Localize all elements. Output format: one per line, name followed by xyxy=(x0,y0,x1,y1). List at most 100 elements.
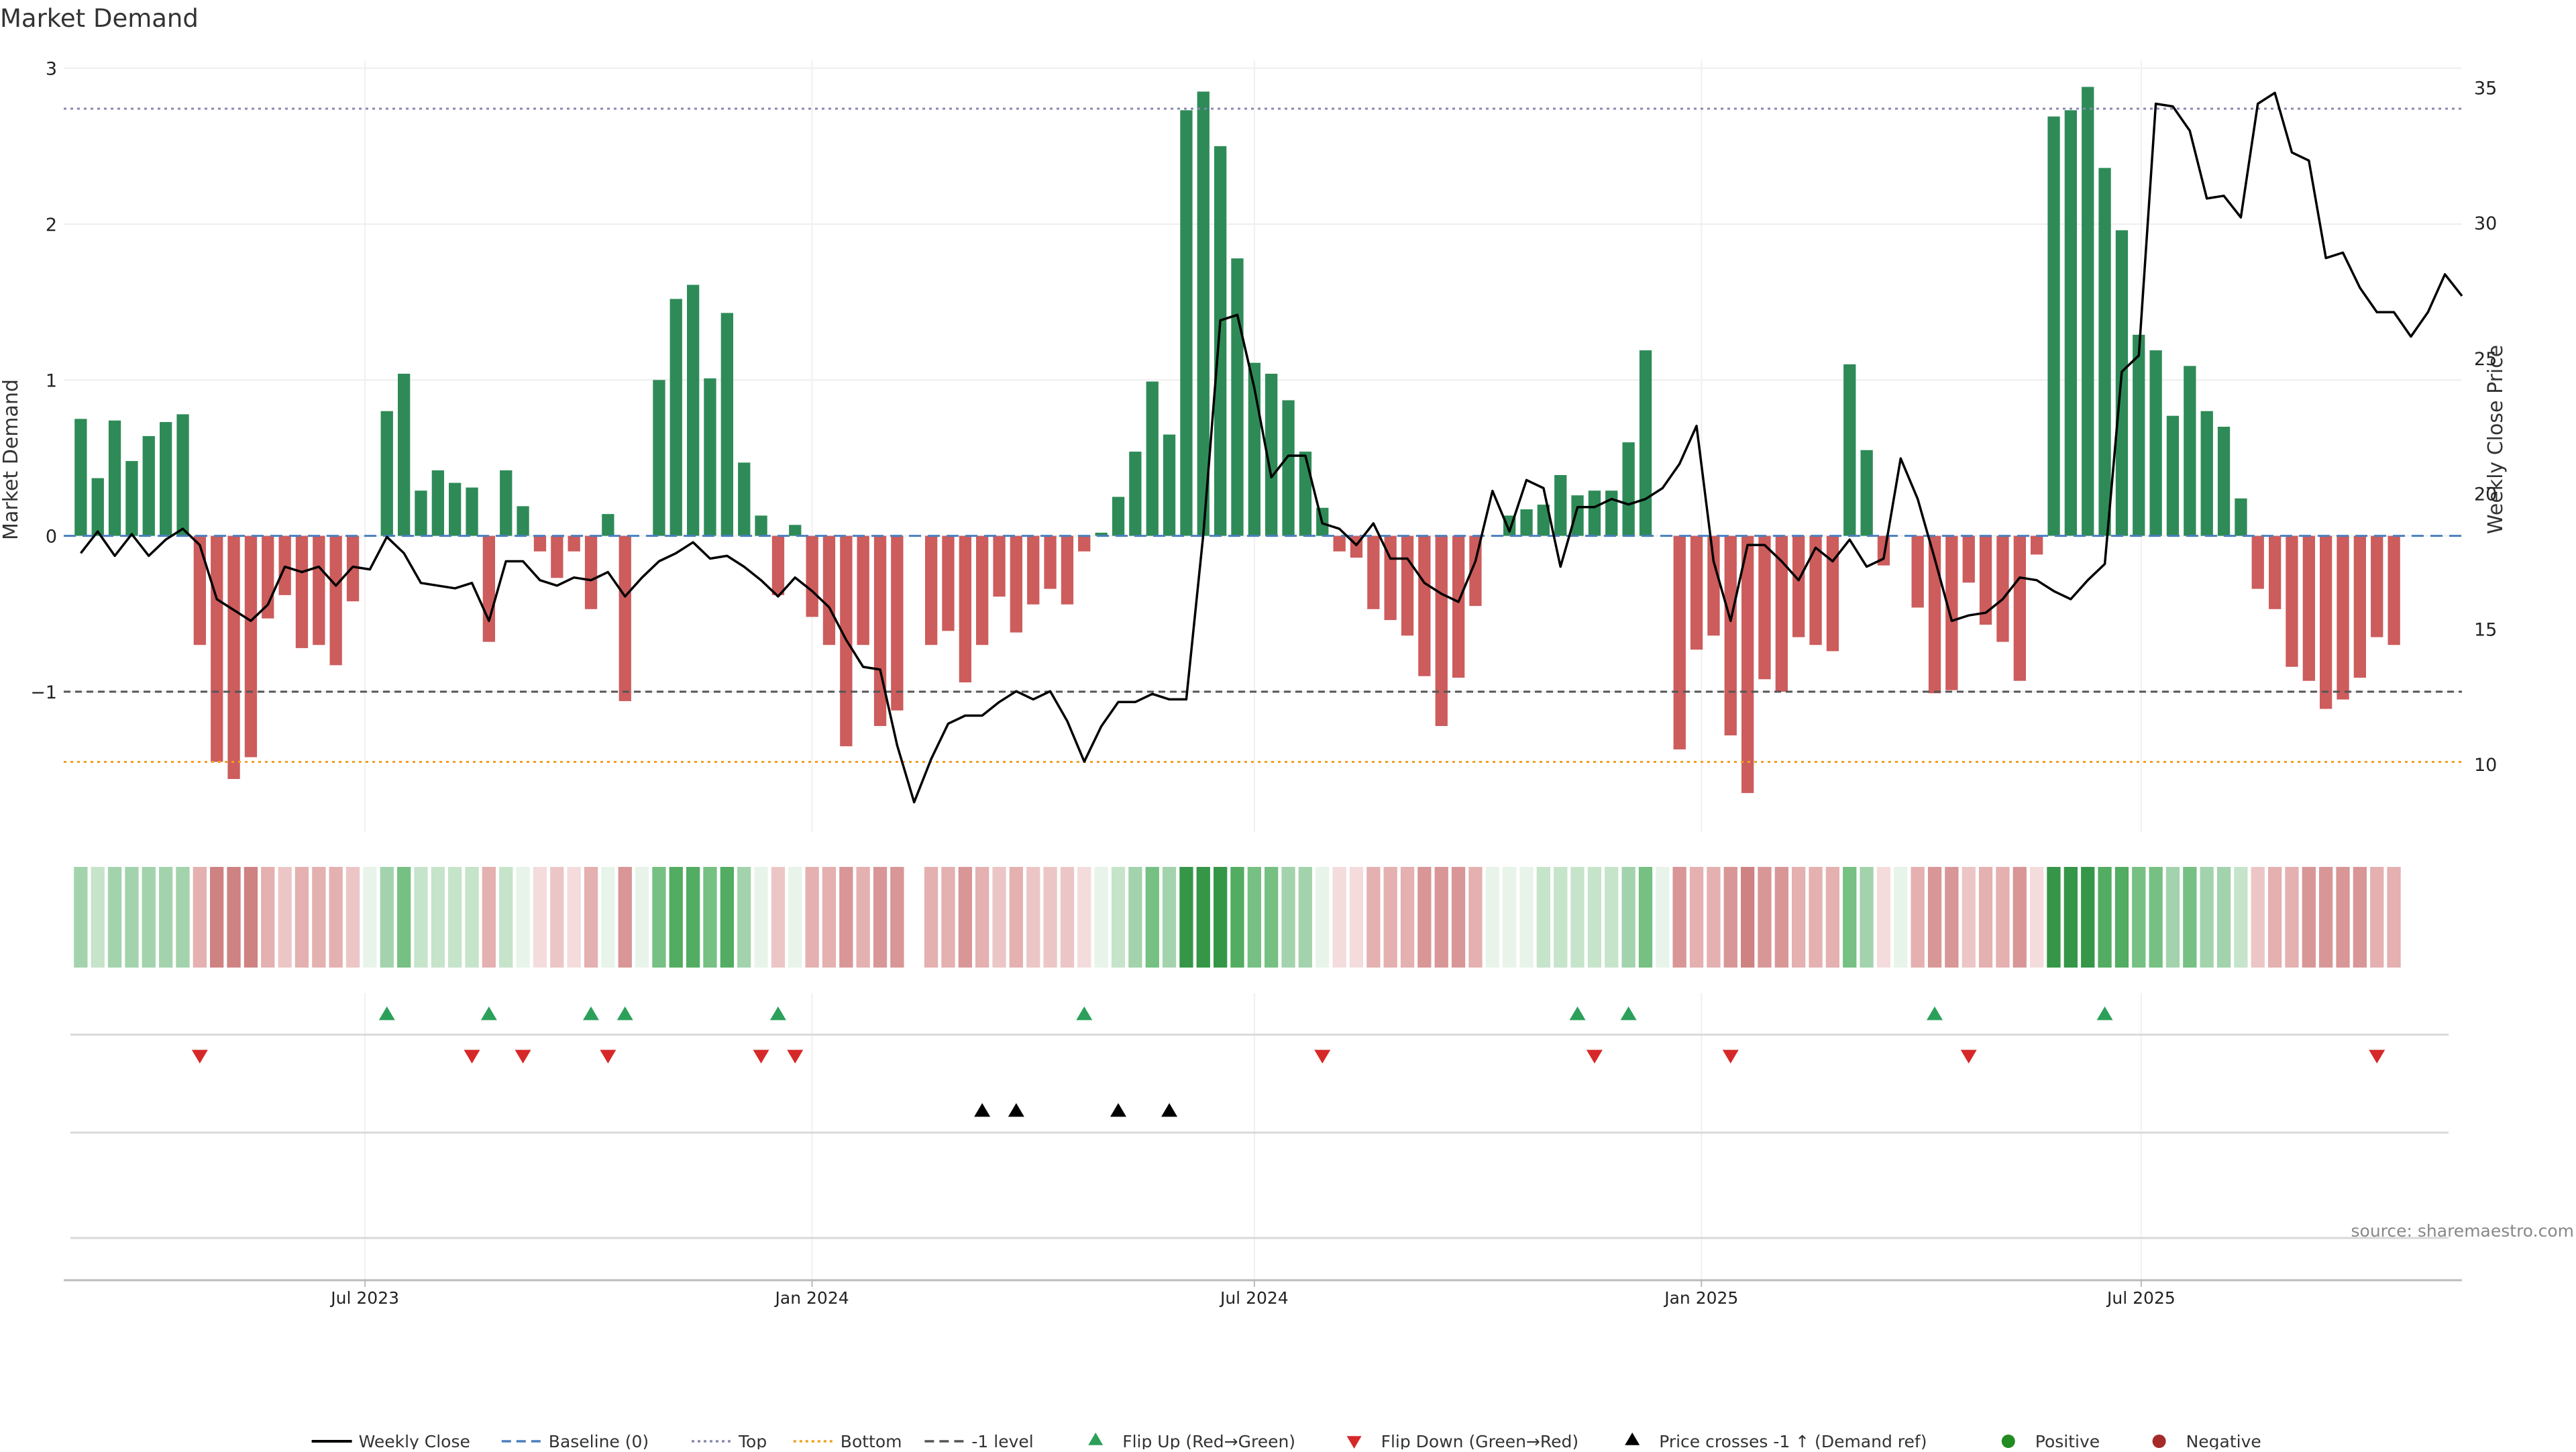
heat-cell xyxy=(363,867,377,968)
heat-cell xyxy=(499,867,513,968)
heat-cell xyxy=(1876,867,1891,968)
y2-axis-label: Weekly Close Price xyxy=(2484,345,2508,534)
heat-cell xyxy=(737,867,751,968)
flip-down-marker xyxy=(1586,1049,1603,1064)
flip-up-marker xyxy=(1076,1006,1093,1021)
heat-cell xyxy=(2165,867,2180,968)
y-axis-label: Market Demand xyxy=(0,379,23,540)
flip-up-marker xyxy=(582,1006,599,1021)
demand-bar xyxy=(431,470,444,536)
demand-bar xyxy=(1996,535,2009,642)
legend-swatch-circle xyxy=(2152,1435,2166,1448)
heat-cell xyxy=(941,867,955,968)
heat-cell xyxy=(2268,867,2282,968)
heat-cell xyxy=(210,867,224,968)
heat-cell xyxy=(1111,867,1126,968)
heat-cell xyxy=(1077,867,1091,968)
reference-lines xyxy=(64,107,2462,763)
y2-tick-label: 25 xyxy=(2474,349,2497,370)
heat-cell xyxy=(1196,867,1210,968)
heat-cell xyxy=(2216,867,2231,968)
heat-cell xyxy=(261,867,275,968)
heat-cell xyxy=(720,867,734,968)
heat-cell xyxy=(1009,867,1023,968)
flip-down-marker xyxy=(753,1049,769,1064)
x-tick-label: Jul 2025 xyxy=(2106,1288,2176,1308)
heat-cell xyxy=(788,867,802,968)
heat-cell xyxy=(2030,867,2044,968)
demand-bar xyxy=(2302,535,2315,681)
heat-cell xyxy=(924,867,938,968)
heat-cell xyxy=(1485,867,1499,968)
flip-down-marker xyxy=(787,1049,804,1064)
heat-cell xyxy=(1383,867,1397,968)
demand-bar xyxy=(1622,442,1635,536)
heat-cell xyxy=(1366,867,1381,968)
demand-bar xyxy=(160,422,172,536)
flip-up-marker xyxy=(1569,1006,1586,1021)
heat-cell xyxy=(397,867,411,968)
heat-cell xyxy=(822,867,837,968)
flip-markers xyxy=(70,1006,2449,1064)
heat-cell xyxy=(873,867,888,968)
legend-item: Baseline (0) xyxy=(501,1432,649,1451)
heat-cell xyxy=(2200,867,2214,968)
heat-cell xyxy=(1298,867,1312,968)
heat-cell xyxy=(2353,867,2367,968)
demand-bar xyxy=(2353,535,2366,678)
y-tick-label: 3 xyxy=(46,59,57,80)
heat-cell xyxy=(74,867,88,968)
heat-strip xyxy=(74,867,2401,968)
demand-bar xyxy=(1690,535,1703,650)
heat-cell xyxy=(2114,867,2129,968)
axes-layer: −1 0 1 2 3 10 15 20 25 30 35 xyxy=(30,59,2497,776)
demand-bar xyxy=(1010,535,1022,633)
demand-bar xyxy=(500,470,513,536)
y-tick-label: −1 xyxy=(30,682,57,703)
demand-bar xyxy=(720,313,733,536)
heat-cell xyxy=(890,867,904,968)
demand-bar xyxy=(1962,535,1975,583)
heat-cell xyxy=(125,867,139,968)
demand-bar xyxy=(2184,366,2196,536)
heat-cell xyxy=(754,867,768,968)
heat-cell xyxy=(669,867,683,968)
heat-cell xyxy=(227,867,241,968)
demand-bar xyxy=(1979,535,1992,625)
heat-cell xyxy=(2370,867,2384,968)
legend-label: -1 level xyxy=(971,1432,1033,1449)
demand-bar xyxy=(2387,535,2400,645)
heat-cell xyxy=(1689,867,1704,968)
heat-cell xyxy=(1927,867,1942,968)
demand-bar xyxy=(755,515,767,536)
heat-cell xyxy=(1741,867,1755,968)
legend-label: Positive xyxy=(2035,1432,2100,1449)
heat-cell xyxy=(1962,867,1976,968)
heat-cell xyxy=(1911,867,1925,968)
heat-cell xyxy=(312,867,326,968)
flip-down-marker xyxy=(1722,1049,1739,1064)
demand-bar xyxy=(822,535,836,645)
heat-cell xyxy=(380,867,394,968)
demand-bar xyxy=(1095,532,1108,536)
demand-bar xyxy=(993,535,1006,597)
demand-bar xyxy=(2217,427,2231,536)
y2-tick-label: 35 xyxy=(2474,78,2497,99)
demand-bar xyxy=(1452,535,1465,678)
demand-bar xyxy=(2149,350,2162,536)
demand-bar xyxy=(669,299,682,536)
heat-cell xyxy=(1792,867,1806,968)
heat-cell xyxy=(2285,867,2299,968)
demand-bar xyxy=(1860,450,1873,536)
y-tick-label: 0 xyxy=(46,527,57,548)
demand-bar xyxy=(653,380,665,536)
demand-bar xyxy=(193,535,206,645)
legend-label: Flip Up (Red→Green) xyxy=(1122,1432,1295,1449)
flip-up-marker xyxy=(769,1006,786,1021)
demand-bar xyxy=(1775,535,1788,692)
heat-cell xyxy=(1707,867,1721,968)
heat-cell xyxy=(1621,867,1635,968)
demand-bar xyxy=(176,414,189,536)
legend-label: Negative xyxy=(2186,1432,2261,1449)
